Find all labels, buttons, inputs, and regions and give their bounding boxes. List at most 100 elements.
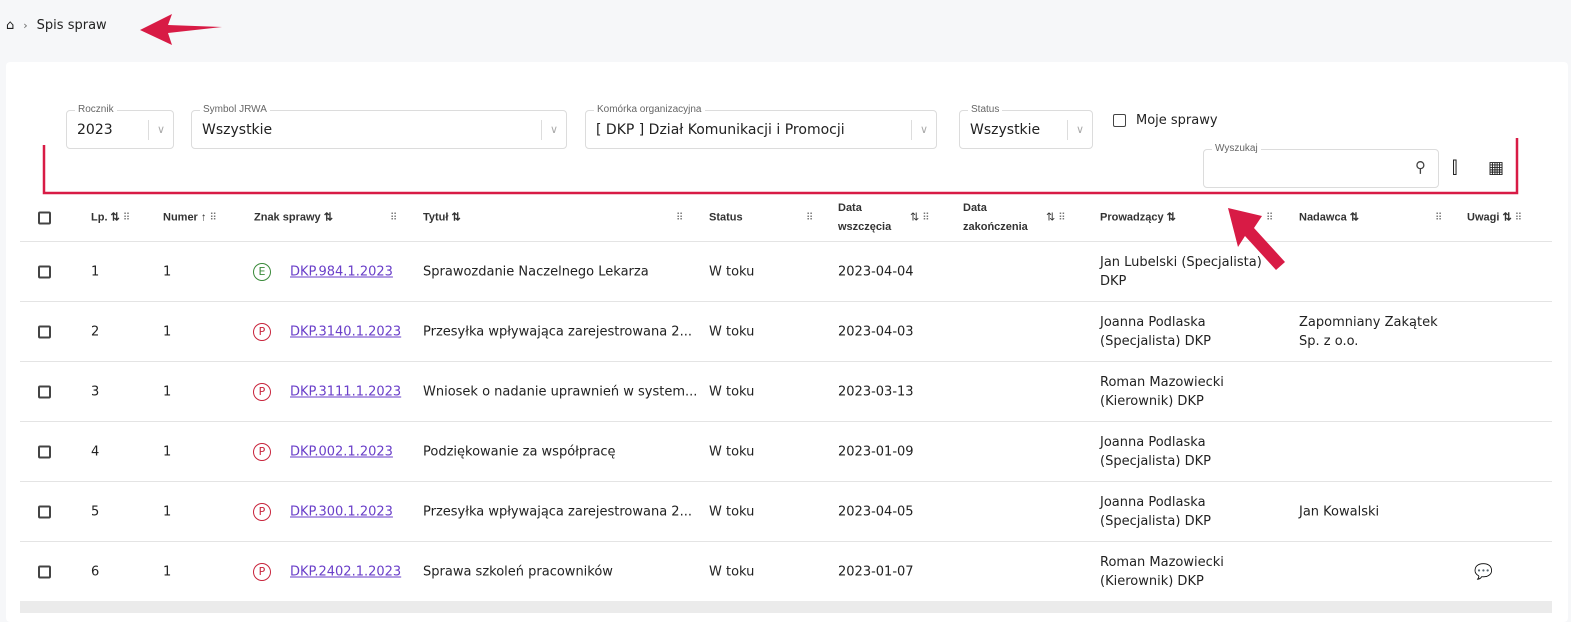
case-link[interactable]: DKP.3111.1.2023 — [290, 384, 402, 399]
sort-icon[interactable]: ⇅ ⠿ — [1046, 211, 1066, 224]
komorka-label: Komórka organizacyjna — [594, 104, 705, 115]
cell-numer: 1 — [163, 324, 172, 339]
col-prowadzacy[interactable]: Prowadzący ⇅ — [1100, 211, 1176, 224]
row-checkbox[interactable] — [38, 385, 51, 398]
cell-tytul: Przesyłka wpływająca zarejestrowana 2... — [423, 504, 692, 519]
table-row[interactable]: 5 1 P DKP.300.1.2023 Przesyłka wpływając… — [20, 482, 1552, 542]
case-link[interactable]: DKP.3140.1.2023 — [290, 324, 402, 339]
column-chooser-icon[interactable]: ⫿ — [1452, 158, 1458, 178]
sort-icon[interactable]: ⇅ ⠿ — [910, 211, 930, 224]
cell-nadawca: Jan Kowalski — [1299, 504, 1380, 519]
paper-case-icon: P — [253, 442, 271, 461]
paper-case-icon: P — [253, 502, 271, 521]
cell-prowadzacy: Roman Mazowiecki (Kierownik) DKP — [1100, 374, 1224, 409]
comment-icon[interactable]: 💬 — [1474, 562, 1493, 580]
status-label: Status — [968, 104, 1003, 115]
rocznik-select[interactable]: Rocznik 2023 ∨ — [66, 104, 174, 149]
col-uwagi[interactable]: Uwagi ⇅ ⠿ — [1467, 211, 1522, 224]
table-row[interactable]: 4 1 P DKP.002.1.2023 Podziękowanie za ws… — [20, 422, 1552, 482]
cell-lp: 6 — [91, 564, 100, 579]
export-excel-icon[interactable]: ▦ — [1488, 158, 1505, 178]
row-checkbox[interactable] — [38, 505, 51, 518]
cell-status: W toku — [709, 384, 755, 399]
komorka-select[interactable]: Komórka organizacyjna [ DKP ] Dział Komun… — [585, 104, 937, 149]
cell-nadawca: Zapomniany Zakątek Sp. z o.o. — [1299, 314, 1438, 349]
col-data-zakonczenia[interactable]: Data zakończenia — [963, 202, 1028, 233]
status-value: Wszystkie — [970, 122, 1041, 138]
cell-lp: 2 — [91, 324, 100, 339]
cell-lp: 1 — [91, 264, 100, 279]
cell-status: W toku — [709, 504, 755, 519]
jrwa-select[interactable]: Symbol JRWA Wszystkie ∨ — [191, 104, 567, 149]
cell-lp: 3 — [91, 384, 100, 399]
chevron-down-icon: ∨ — [910, 120, 928, 140]
col-lp[interactable]: Lp. ⇅ ⠿ — [91, 211, 130, 224]
col-data-wszczecia[interactable]: Data wszczęcia — [838, 202, 892, 233]
moje-sprawy-checkbox[interactable]: Moje sprawy — [1113, 113, 1218, 128]
cell-lp: 5 — [91, 504, 100, 519]
cases-table: Lp. ⇅ ⠿ Numer ↑ ⠿ Znak sprawy ⇅ ⠿ Tytuł ⇅… — [20, 195, 1552, 602]
row-checkbox[interactable] — [38, 325, 51, 338]
row-checkbox[interactable] — [38, 445, 51, 458]
cell-tytul: Wniosek o nadanie uprawnień w system... — [423, 384, 698, 399]
komorka-value: [ DKP ] Dział Komunikacji i Promocji — [596, 122, 845, 138]
cell-numer: 1 — [163, 504, 172, 519]
col-numer[interactable]: Numer ↑ ⠿ — [163, 211, 217, 224]
cell-data-wszczecia: 2023-04-03 — [838, 324, 914, 339]
cell-tytul: Sprawa szkoleń pracowników — [423, 564, 613, 579]
table-header: Lp. ⇅ ⠿ Numer ↑ ⠿ Znak sprawy ⇅ ⠿ Tytuł ⇅… — [20, 195, 1552, 242]
column-drag-handle[interactable]: ⠿ — [806, 212, 813, 224]
search-icon[interactable]: ⚲ — [1415, 158, 1426, 176]
search-input[interactable]: Wyszukaj ⚲ — [1203, 143, 1439, 188]
paper-case-icon: P — [253, 382, 271, 401]
jrwa-label: Symbol JRWA — [200, 104, 270, 115]
cell-tytul: Podziękowanie za współpracę — [423, 444, 616, 459]
col-tytul[interactable]: Tytuł ⇅ — [423, 211, 461, 224]
table-row[interactable]: 6 1 P DKP.2402.1.2023 Sprawa szkoleń pra… — [20, 542, 1552, 602]
home-icon[interactable]: ⌂ — [6, 18, 15, 33]
cell-data-wszczecia: 2023-01-07 — [838, 564, 914, 579]
cell-numer: 1 — [163, 384, 172, 399]
case-link[interactable]: DKP.002.1.2023 — [290, 444, 393, 459]
cell-tytul: Sprawozdanie Naczelnego Lekarza — [423, 264, 649, 279]
col-znak[interactable]: Znak sprawy ⇅ — [254, 211, 333, 224]
case-link[interactable]: DKP.300.1.2023 — [290, 504, 393, 519]
cell-lp: 4 — [91, 444, 100, 459]
cell-prowadzacy: Joanna Podlaska (Specjalista) DKP — [1100, 494, 1211, 529]
cell-status: W toku — [709, 264, 755, 279]
cell-data-wszczecia: 2023-04-05 — [838, 504, 914, 519]
cell-numer: 1 — [163, 564, 172, 579]
cell-prowadzacy: Joanna Podlaska (Specjalista) DKP — [1100, 434, 1211, 469]
row-checkbox[interactable] — [38, 265, 51, 278]
column-drag-handle[interactable]: ⠿ — [1435, 212, 1442, 224]
chevron-down-icon: ∨ — [147, 120, 165, 140]
col-nadawca[interactable]: Nadawca ⇅ — [1299, 211, 1359, 224]
cell-data-wszczecia: 2023-04-04 — [838, 264, 914, 279]
rocznik-value: 2023 — [77, 122, 113, 138]
table-footer — [20, 601, 1552, 613]
col-status[interactable]: Status — [709, 211, 743, 224]
row-checkbox[interactable] — [38, 565, 51, 578]
cell-prowadzacy: Roman Mazowiecki (Kierownik) DKP — [1100, 554, 1224, 589]
chevron-down-icon: ∨ — [1066, 120, 1084, 140]
paper-case-icon: P — [253, 322, 271, 341]
cell-status: W toku — [709, 444, 755, 459]
table-row[interactable]: 3 1 P DKP.3111.1.2023 Wniosek o nadanie … — [20, 362, 1552, 422]
select-all-checkbox[interactable] — [38, 211, 51, 225]
chevron-down-icon: ∨ — [540, 120, 558, 140]
case-link[interactable]: DKP.984.1.2023 — [290, 264, 393, 279]
cell-status: W toku — [709, 324, 755, 339]
annotation-arrow-left — [140, 14, 222, 45]
case-link[interactable]: DKP.2402.1.2023 — [290, 564, 402, 579]
electronic-case-icon: E — [253, 262, 271, 281]
status-select[interactable]: Status Wszystkie ∨ — [959, 104, 1093, 149]
checkbox[interactable] — [1113, 114, 1126, 127]
column-drag-handle[interactable]: ⠿ — [390, 212, 397, 224]
table-row[interactable]: 2 1 P DKP.3140.1.2023 Przesyłka wpływają… — [20, 302, 1552, 362]
moje-sprawy-label: Moje sprawy — [1136, 113, 1218, 128]
column-drag-handle[interactable]: ⠿ — [1266, 212, 1273, 224]
table-row[interactable]: 1 1 E DKP.984.1.2023 Sprawozdanie Naczel… — [20, 242, 1552, 302]
cell-numer: 1 — [163, 264, 172, 279]
column-drag-handle[interactable]: ⠿ — [676, 212, 683, 224]
breadcrumb: ⌂ › Spis spraw — [6, 18, 107, 33]
